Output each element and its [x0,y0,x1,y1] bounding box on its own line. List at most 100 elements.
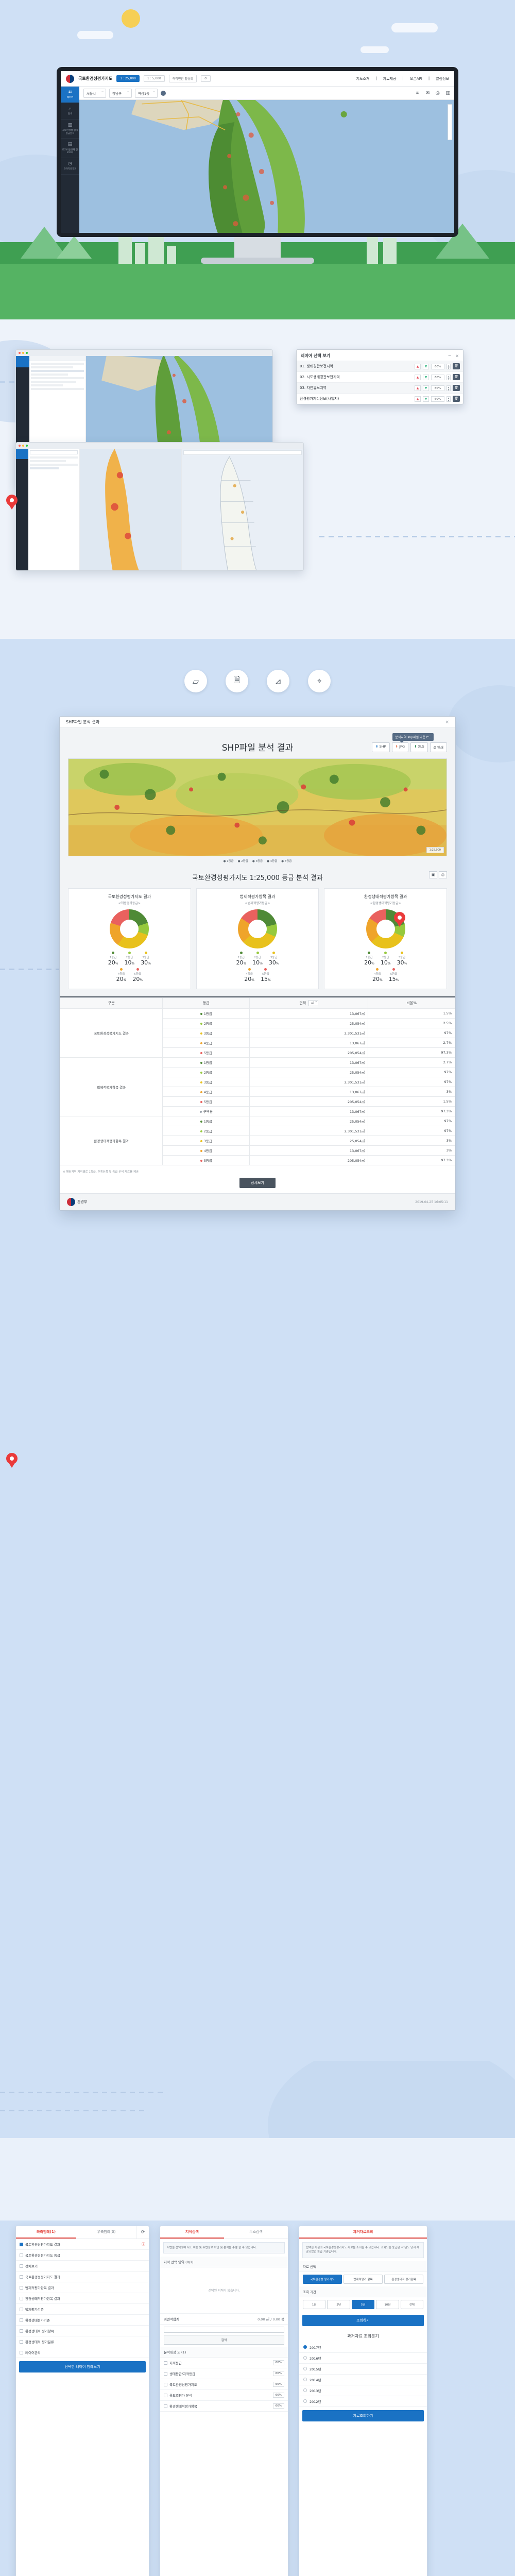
sidebar-item-layer[interactable] [16,449,28,459]
trash-icon[interactable]: 🗑 [453,385,460,391]
download-jpg-button[interactable]: ⬇ JPG [391,742,409,752]
year-row[interactable]: 2015년 [299,2364,427,2375]
checkbox-icon[interactable] [164,2371,167,2376]
legend-row[interactable]: 환경생태적 평가분류 [16,2336,149,2347]
radio-icon[interactable] [303,2367,307,2370]
tab-cadastral-search[interactable]: 지적검색 [160,2226,224,2239]
location-pin-icon[interactable]: ⌖ [308,670,331,692]
opacity-value[interactable]: 60% [272,2360,284,2366]
radio-icon[interactable] [303,2388,307,2392]
data-type-button-eco[interactable]: 환경생태적 평가항목 [384,2274,423,2284]
analysis-map[interactable]: 1:25,000 [68,758,447,856]
legend-row[interactable]: 전체보기 [16,2261,149,2272]
print-icon[interactable]: ⎙ [436,90,440,96]
year-row[interactable]: 2012년 [299,2396,427,2407]
opacity-value[interactable]: 60% [431,385,444,391]
arrow-up-icon[interactable]: ▲ [415,385,421,391]
opacity-value[interactable]: 60% [272,2371,284,2377]
legend-row[interactable]: 법제평가기준 [16,2304,149,2315]
checkbox-icon[interactable] [20,2242,23,2246]
arrow-up-icon[interactable]: ▲ [415,396,421,402]
print-button[interactable]: ⎙ 인쇄 [430,742,447,752]
legend-row[interactable]: 국토환경성평가지도 등급 [16,2250,149,2261]
layer-row[interactable]: 03. 자연유보지역 ▲ ▼ 60% ▲ ▼ 🗑 [297,382,463,393]
tab-history[interactable]: 과거자료조회 [299,2226,427,2239]
tab-address-search[interactable]: 주소검색 [249,2230,263,2234]
opacity-value[interactable]: 60% [272,2393,284,2398]
data-type-button-land[interactable]: 국토환경성 평가지도 [303,2274,342,2284]
download-xls-button[interactable]: ⬇ XLS [410,742,428,752]
select-district[interactable]: 강남구 [109,88,132,98]
sidebar-item-land-regulation[interactable]: ▤ 토지이용규제 정보조회 [61,139,79,158]
period-3y[interactable]: 3년 [327,2299,350,2309]
layer-row[interactable]: 02. 시도생태경관보전지역 ▲ ▼ 60% ▲ ▼ 🗑 [297,371,463,382]
select-dong[interactable]: 역삼1동 [135,88,158,98]
radio-icon[interactable] [303,2345,307,2349]
scale-toggle-button[interactable]: 축적변환 활성화 [168,75,197,82]
tab-right-legend[interactable]: 우측범례(0) [97,2230,116,2234]
arrow-down-icon[interactable]: ▼ [423,363,429,369]
opacity-value[interactable]: 60% [431,396,444,402]
search-panel[interactable] [28,449,80,570]
minimize-icon[interactable] [22,352,24,354]
analysis-result-row[interactable]: 생태등급/지적등급 60% [160,2368,288,2380]
arrow-down-icon[interactable]: ▼ [423,374,429,380]
checkbox-icon[interactable] [20,2285,23,2290]
arrow-up-icon[interactable]: ▲ [415,363,421,369]
year-row[interactable]: 2014년 [299,2375,427,2385]
info-icon[interactable]: ⓘ [142,2242,145,2246]
map-canvas[interactable] [79,100,454,233]
period-10y[interactable]: 10년 [376,2299,399,2309]
legend-row[interactable]: 환경생태평가기준 [16,2315,149,2326]
checkbox-icon[interactable] [20,2253,23,2257]
checkbox-icon[interactable] [20,2318,23,2322]
search-button[interactable]: 검색 [164,2335,284,2345]
nav-item-data-provide[interactable]: 자료제공 [383,76,397,81]
checkbox-icon[interactable] [164,2393,167,2397]
legend-row[interactable]: 국토환경성평가지도 결과 ⓘ [16,2239,149,2250]
tab-left-legend[interactable]: 좌측범례(1) [16,2226,76,2239]
map-left[interactable] [80,449,182,570]
map-right[interactable] [181,449,303,570]
opacity-stepper[interactable]: ▲ ▼ [447,363,451,369]
opacity-value[interactable]: 60% [431,374,444,380]
maximize-icon[interactable] [26,352,28,354]
close-icon[interactable] [19,352,21,354]
legend-row[interactable]: 법제적평가항목 결과 [16,2282,149,2293]
minimize-icon[interactable] [22,445,24,447]
opacity-stepper[interactable]: ▲ ▼ [447,385,451,391]
nav-item-notice[interactable]: 알림정보 [436,76,449,81]
sidebar-item-history[interactable]: ◷ 과거자료조회 [61,158,79,175]
year-row[interactable]: 2013년 [299,2385,427,2396]
checkbox-icon[interactable] [20,2340,23,2344]
sidebar-item-search[interactable]: ⌕ 검색 [61,103,79,120]
minimize-icon[interactable]: − [448,353,452,358]
legend-view-button[interactable]: 선택한 레이어 범례보기 [19,2361,146,2372]
period-all[interactable]: 전체 [400,2299,424,2309]
year-row[interactable]: 2017년 [299,2342,427,2353]
arrow-down-icon[interactable]: ▼ [423,385,429,391]
checkbox-icon[interactable] [20,2275,23,2279]
trash-icon[interactable]: 🗑 [453,374,460,380]
layer-row[interactable]: 환경평가지리정보(사업지) ▲ ▼ 60% ▲ ▼ 🗑 [297,393,463,404]
checkbox-icon[interactable] [164,2404,167,2408]
checkbox-icon[interactable] [164,2382,167,2386]
file-icon[interactable]: 🗎 [226,670,248,692]
checkbox-icon[interactable] [20,2307,23,2311]
close-icon[interactable] [19,445,21,447]
print-icon[interactable]: ⎙ [439,871,447,878]
radio-icon[interactable] [303,2399,307,2403]
checkbox-icon[interactable] [164,2361,167,2365]
analysis-result-row[interactable]: 지적등급 60% [160,2358,288,2369]
sidebar-item-layer[interactable]: ≋ 레이어 [61,87,79,103]
analysis-result-row[interactable]: 환경생태적평가항목 60% [160,2401,288,2412]
detail-button[interactable]: 상세보기 [239,1178,276,1188]
legend-row[interactable]: 레이어관리 [16,2347,149,2358]
analysis-result-row[interactable]: 용도별평가 분석 60% [160,2390,288,2401]
layers-icon[interactable]: ≋ [416,90,420,96]
scale-button-5000[interactable]: 1 : 5,000 [143,75,165,82]
opacity-stepper[interactable]: ▲ ▼ [447,396,451,402]
legend-row[interactable]: 환경생태적평가항목 결과 [16,2293,149,2304]
checkbox-icon[interactable] [20,2329,23,2333]
checkbox-icon[interactable] [20,2296,23,2300]
